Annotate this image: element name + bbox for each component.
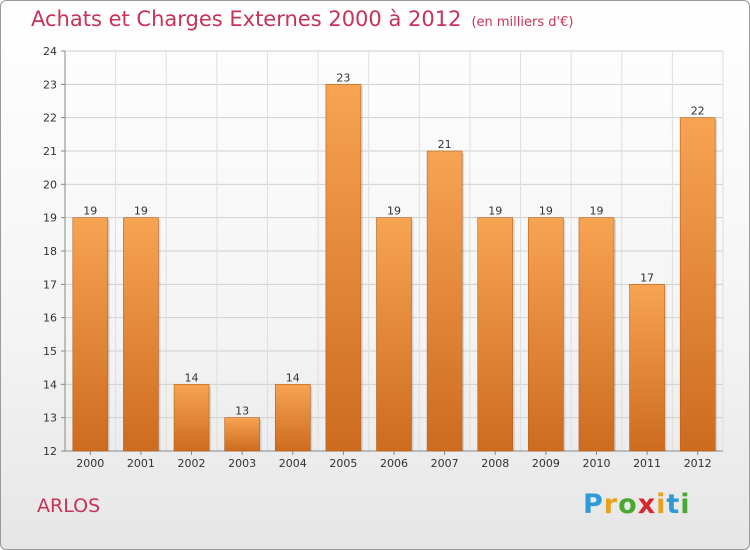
proxiti-logo[interactable]: Proxiti (583, 489, 691, 520)
value-label: 19 (387, 205, 401, 218)
x-tick-label: 2009 (532, 457, 560, 470)
logo-letter: x (637, 489, 657, 520)
labels: 12 13 14 15 16 17 18 19 20 21 22 23 24 19 2000 19 2001 14… (43, 45, 712, 470)
y-tick-label: 14 (43, 378, 57, 391)
value-label: 21 (438, 138, 452, 151)
bar-2008[interactable] (477, 217, 514, 452)
y-tick-label: 20 (43, 178, 57, 191)
bar-2012[interactable] (679, 117, 716, 452)
value-label: 19 (589, 205, 603, 218)
logo-letter: i (656, 489, 667, 520)
y-tick-label: 15 (43, 345, 57, 358)
bar-2000[interactable] (72, 217, 109, 452)
bar-2004[interactable] (274, 384, 311, 452)
x-tick-label: 2011 (633, 457, 661, 470)
y-tick-label: 12 (43, 445, 57, 458)
y-tick-label: 17 (43, 278, 57, 291)
x-tick-label: 2008 (481, 457, 509, 470)
bars (72, 84, 718, 452)
x-tick-label: 2007 (431, 457, 459, 470)
value-label: 19 (83, 205, 97, 218)
x-tick-label: 2001 (127, 457, 155, 470)
x-tick-label: 2002 (178, 457, 206, 470)
logo-letter: o (618, 489, 638, 520)
x-tick-label: 2003 (228, 457, 256, 470)
value-label: 19 (539, 205, 553, 218)
bar-2005[interactable] (325, 84, 362, 452)
x-tick-label: 2012 (684, 457, 712, 470)
value-label: 19 (488, 205, 502, 218)
bar-2003[interactable] (224, 417, 260, 452)
value-label: 13 (235, 405, 249, 418)
logo-letter: r (603, 489, 619, 520)
y-tick-label: 18 (43, 245, 57, 258)
place-name: ARLOS (37, 495, 101, 517)
x-tick-label: 2004 (279, 457, 307, 470)
y-tick-label: 16 (43, 312, 57, 325)
logo-letter: t (666, 489, 681, 520)
value-label: 14 (286, 371, 300, 384)
bar-2011[interactable] (629, 284, 665, 452)
y-tick-label: 21 (43, 145, 57, 158)
x-tick-label: 2010 (582, 457, 610, 470)
bar-2007[interactable] (426, 150, 463, 452)
bar-2006[interactable] (376, 217, 412, 452)
y-tick-label: 23 (43, 78, 57, 91)
logo-letter: i (680, 489, 691, 520)
chart-subtitle: (en milliers d'€) (471, 15, 574, 30)
x-tick-label: 2005 (329, 457, 357, 470)
value-label: 14 (185, 371, 199, 384)
x-tick-label: 2000 (76, 457, 104, 470)
bar-2009[interactable] (528, 217, 564, 452)
bar-2002[interactable] (173, 384, 210, 452)
value-label: 17 (640, 271, 654, 284)
y-tick-label: 22 (43, 112, 57, 125)
bar-2001[interactable] (123, 217, 159, 452)
bar-2010[interactable] (578, 217, 615, 452)
value-label: 23 (336, 71, 350, 84)
chart-title: Achats et Charges Externes 2000 à 2012 (e… (31, 7, 573, 31)
y-tick-label: 13 (43, 412, 57, 425)
value-label: 19 (134, 205, 148, 218)
x-tick-label: 2006 (380, 457, 408, 470)
logo-letter: P (583, 489, 604, 520)
value-label: 22 (691, 105, 705, 118)
y-tick-label: 24 (43, 45, 57, 58)
chart-title-text: Achats et Charges Externes 2000 à 2012 (31, 7, 462, 31)
y-tick-label: 19 (43, 212, 57, 225)
